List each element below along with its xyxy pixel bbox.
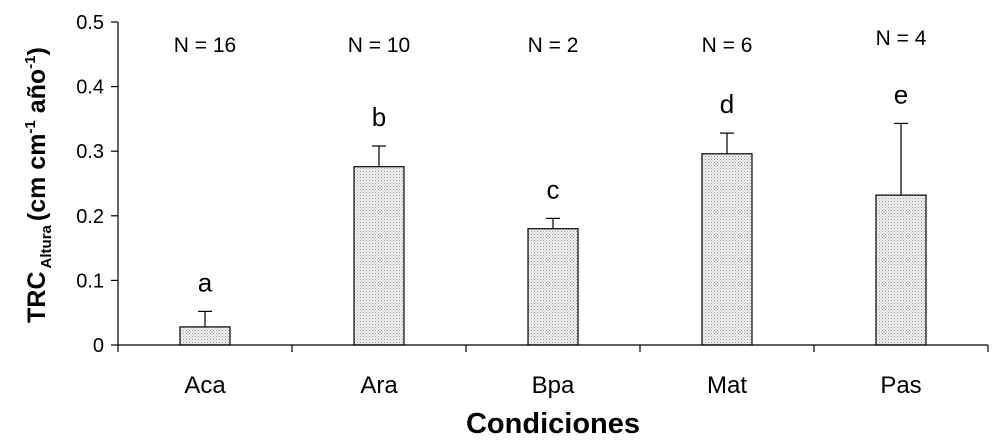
n-label-aca: N = 16 — [174, 34, 236, 57]
n-label-mat: N = 6 — [702, 34, 753, 57]
significance-letter-aca: a — [198, 267, 213, 297]
bar-mat — [701, 153, 753, 346]
bar-bpa — [527, 228, 579, 346]
significance-letter-ara: b — [372, 102, 386, 132]
y-tick-label-1: 0.1 — [76, 270, 104, 292]
x-axis-title: Condiciones — [466, 408, 640, 440]
y-axis-title: TRCAltura(cm cm-1 año-1) — [22, 47, 55, 323]
category-label-aca: Aca — [184, 372, 226, 399]
bar-pas — [875, 194, 927, 346]
category-label-ara: Ara — [360, 372, 398, 399]
n-label-pas: N = 4 — [876, 27, 927, 50]
category-label-mat: Mat — [707, 372, 747, 399]
n-label-bpa: N = 2 — [528, 34, 579, 57]
category-label-pas: Pas — [880, 372, 921, 399]
bar-ara — [353, 166, 405, 346]
y-axis-title-subscript: Altura — [38, 224, 55, 268]
y-axis-title-exp1: -1 — [22, 120, 39, 133]
y-axis-title-units: (cm cm — [23, 134, 51, 222]
significance-letter-pas: e — [894, 79, 908, 109]
y-axis-title-exp2: -1 — [22, 55, 39, 68]
bar-aca — [179, 326, 231, 346]
category-label-bpa: Bpa — [532, 372, 575, 399]
significance-letter-bpa: c — [547, 174, 560, 204]
y-tick-label-4: 0.4 — [76, 77, 104, 99]
y-axis-title-close: ) — [23, 47, 51, 55]
y-tick-label-5: 0.5 — [76, 12, 104, 34]
plot-area: 0 0.1 0.2 0.3 0.4 0.5 a N = 16 Aca b N = 10 Ara c N =… — [76, 12, 989, 399]
y-tick-label-0: 0 — [93, 335, 104, 357]
significance-letter-mat: d — [720, 89, 734, 119]
y-axis-title-mid: año — [23, 69, 51, 120]
y-tick-label-2: 0.2 — [76, 206, 104, 228]
y-tick-label-3: 0.3 — [76, 141, 104, 163]
y-axis-title-main: TRC — [23, 271, 51, 322]
n-label-ara: N = 10 — [348, 34, 410, 57]
